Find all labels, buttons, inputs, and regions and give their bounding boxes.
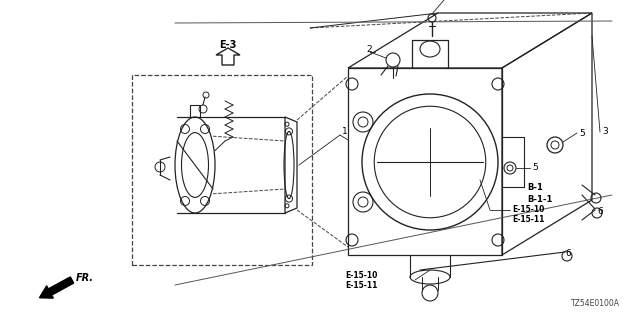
Text: 6: 6 — [597, 206, 603, 215]
Text: 1: 1 — [342, 127, 348, 137]
Text: 2: 2 — [366, 44, 372, 53]
Text: 5: 5 — [532, 164, 538, 172]
Text: 4: 4 — [446, 0, 452, 1]
Text: B-1: B-1 — [527, 183, 543, 193]
Text: E-3: E-3 — [220, 40, 237, 50]
Text: 6: 6 — [565, 249, 571, 258]
Polygon shape — [216, 48, 240, 65]
Text: 3: 3 — [602, 127, 608, 137]
FancyArrow shape — [40, 277, 74, 298]
Text: E-15-11: E-15-11 — [512, 215, 545, 225]
Text: E-15-10: E-15-10 — [512, 205, 545, 214]
Text: E-15-10: E-15-10 — [345, 270, 378, 279]
Text: B-1-1: B-1-1 — [527, 196, 552, 204]
Text: 5: 5 — [579, 129, 585, 138]
Text: TZ54E0100A: TZ54E0100A — [571, 299, 620, 308]
Text: E-15-11: E-15-11 — [345, 281, 378, 290]
Text: FR.: FR. — [76, 273, 94, 283]
